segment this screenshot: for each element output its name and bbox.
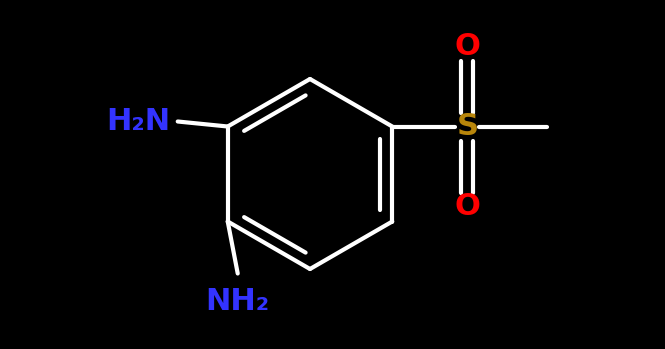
Text: NH₂: NH₂ <box>205 287 270 315</box>
Text: O: O <box>454 192 480 221</box>
Text: O: O <box>454 32 480 61</box>
Text: S: S <box>456 112 478 141</box>
Text: H₂N: H₂N <box>106 107 171 136</box>
